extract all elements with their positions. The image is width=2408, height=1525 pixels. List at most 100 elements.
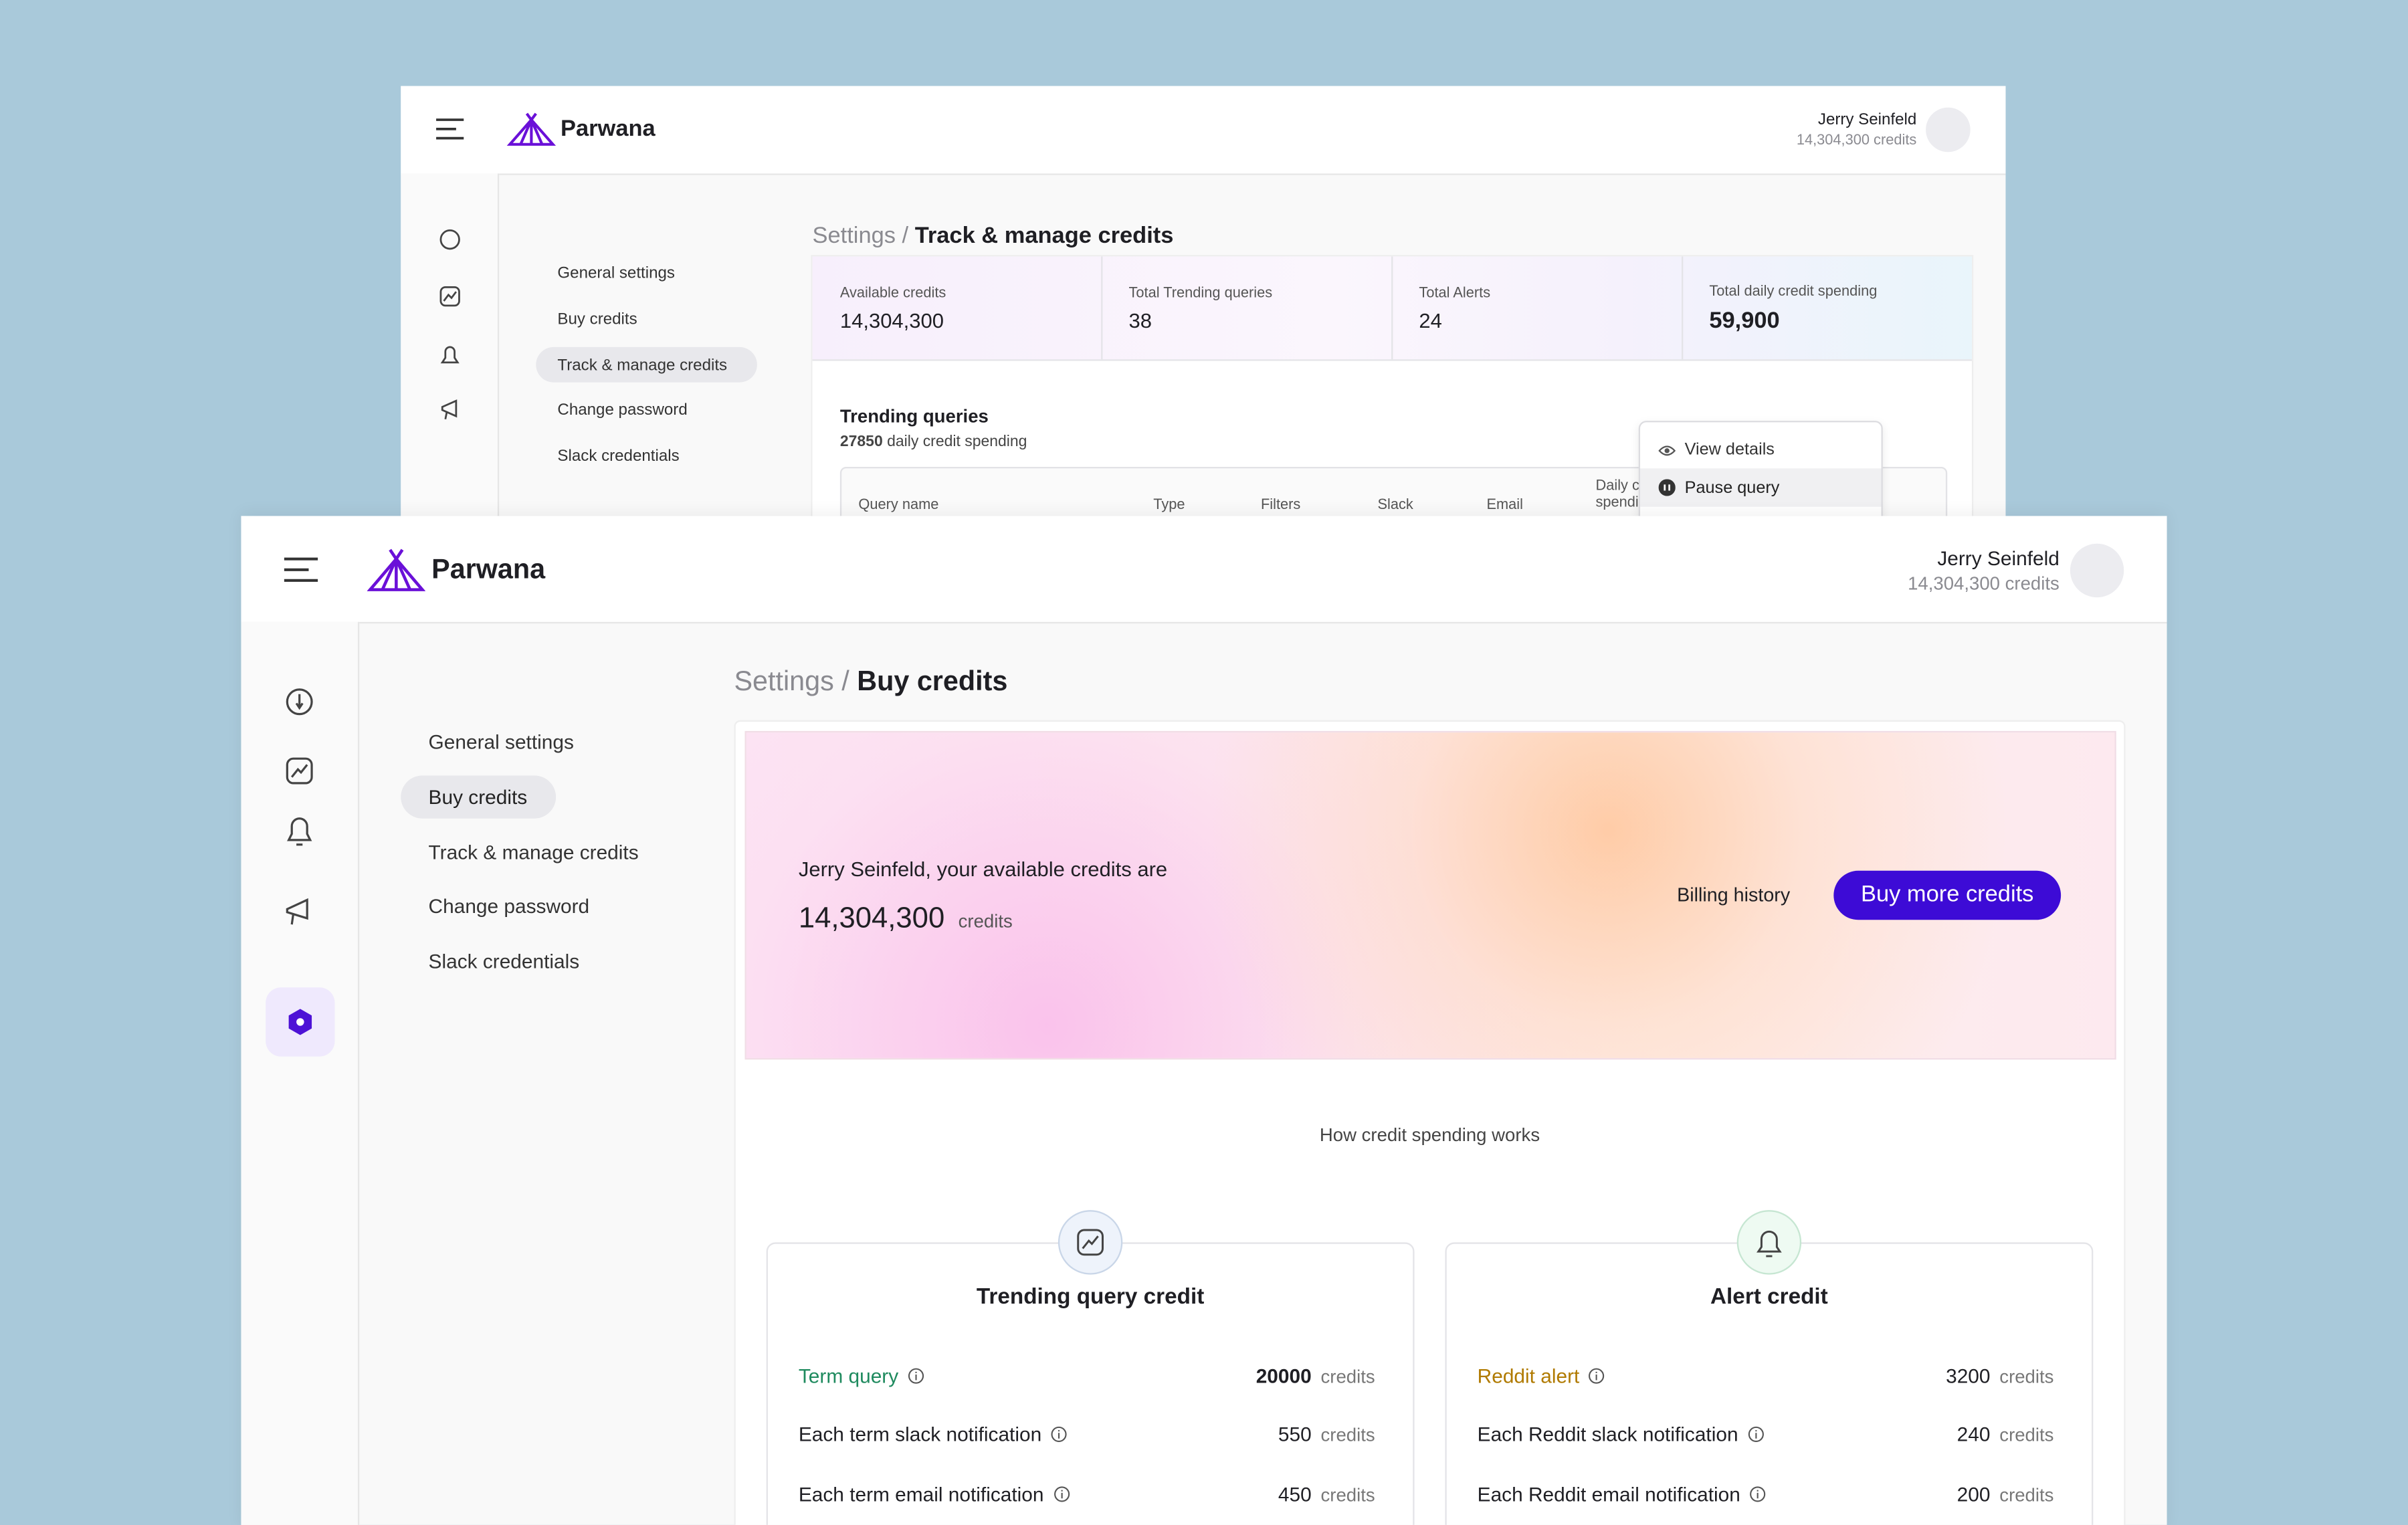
element: [443, 291, 457, 302]
element: Each Reddit slack notification 240 credits: [1478, 1423, 2061, 1445]
element: [506, 112, 557, 146]
menu-button[interactable]: [436, 118, 464, 140]
context-menu: View details Pause query: [1638, 421, 1883, 532]
row-value: 20000: [1256, 1364, 1312, 1388]
element: [1082, 1235, 1099, 1249]
row-unit: credits: [1999, 1423, 2054, 1445]
table-header: Slack: [1377, 496, 1413, 514]
element: [367, 548, 425, 591]
nav-item[interactable]: Change password: [428, 894, 590, 918]
row-label: Each term email notification: [798, 1482, 1044, 1506]
nav-item[interactable]: Track & manage credits: [428, 841, 639, 864]
element: Each term slack notification: [798, 1423, 1278, 1446]
element: [436, 118, 464, 140]
element: Each term email notification 450 credits: [799, 1483, 1382, 1506]
table-header: Email: [1486, 496, 1524, 514]
header: Parwana Jerry Seinfeld 14,304,300 credit…: [241, 516, 2167, 624]
element: [1664, 484, 1671, 491]
element: Each Reddit email notification: [1478, 1483, 1957, 1506]
stat-label: Total Alerts: [1419, 284, 1491, 302]
menu-button[interactable]: [284, 557, 318, 582]
hero-unit: credits: [958, 910, 1013, 932]
table-header: Filters: [1260, 496, 1301, 514]
table-header: Query name: [858, 496, 939, 514]
breadcrumb-parent: Settings /: [734, 666, 849, 697]
element: Term query: [799, 1364, 1256, 1387]
breadcrumb: Settings / Track & manage credits: [813, 223, 1174, 249]
element: [1054, 1486, 1070, 1502]
element: [1664, 448, 1670, 453]
section-title: Trending queries: [839, 405, 989, 427]
settings-button[interactable]: [266, 987, 335, 1057]
element: [1658, 479, 1676, 496]
element: [1391, 256, 1393, 360]
menu-item[interactable]: View details: [1684, 440, 1775, 460]
logo: [367, 548, 425, 591]
brand: Parwana: [431, 553, 546, 585]
nav-item[interactable]: Track & manage credits: [557, 356, 728, 375]
row-value: 200: [1956, 1482, 1991, 1506]
section-title: How credit spending works: [1319, 1124, 1540, 1146]
avatar[interactable]: [1926, 107, 1971, 152]
row-label: Term query: [798, 1364, 899, 1388]
element: [1748, 1426, 1764, 1442]
row-label: Each Reddit email notification: [1477, 1482, 1740, 1506]
nav-item[interactable]: General settings: [428, 730, 574, 754]
element: [440, 346, 460, 364]
element: Reddit alert 3200 credits: [1478, 1364, 2061, 1387]
buy-button[interactable]: Buy more credits: [1833, 870, 2062, 920]
nav-item[interactable]: Buy credits: [557, 310, 637, 329]
spending-label: daily credit spending: [887, 433, 1027, 451]
card-icon: [1058, 1210, 1123, 1275]
row-value: 450: [1278, 1482, 1312, 1506]
card-title: Trending query credit: [976, 1285, 1205, 1310]
content-card: Jerry Seinfeld, your available credits a…: [734, 720, 2126, 1525]
sidebar-icons[interactable]: [284, 686, 315, 932]
nav-item[interactable]: Change password: [557, 401, 688, 419]
icon: [1750, 1486, 1766, 1502]
row-value: 3200: [1946, 1364, 1991, 1388]
sidebar-icons[interactable]: [437, 229, 462, 459]
user-name: Jerry Seinfeld: [1817, 110, 1917, 129]
element: Each Reddit email notification 200 credits: [1478, 1483, 2061, 1506]
element: [1757, 1230, 1782, 1257]
breadcrumb-current: Buy credits: [857, 666, 1008, 697]
element: [1750, 1486, 1766, 1502]
menu-item[interactable]: Pause query: [1684, 479, 1780, 498]
nav-item[interactable]: General settings: [557, 264, 675, 283]
breadcrumb: Settings / Buy credits: [734, 666, 1007, 698]
section-subtitle: 27850 daily credit spending: [840, 434, 1027, 451]
row-label: Reddit alert: [1477, 1364, 1580, 1388]
hero: Jerry Seinfeld, your available credits a…: [744, 730, 2116, 1060]
icon: [1757, 1230, 1782, 1257]
billing-link[interactable]: Billing history: [1677, 884, 1791, 906]
nav-item[interactable]: Slack credentials: [428, 950, 580, 973]
nav-item[interactable]: Buy credits: [428, 785, 528, 809]
element: Each term email notification: [799, 1483, 1278, 1506]
back-window: Parwana Jerry Seinfeld 14,304,300 credit…: [401, 86, 2006, 532]
user-credits: 14,304,300 credits: [1908, 573, 2060, 595]
credit-card: Alert credit Reddit alert 3200 credits Eac…: [1445, 1242, 2094, 1525]
stat-value: 38: [1128, 309, 1152, 333]
front-window: Parwana Jerry Seinfeld 14,304,300 credit…: [241, 516, 2167, 1525]
card-title: Alert credit: [1710, 1285, 1828, 1310]
row-unit: credits: [1320, 1423, 1375, 1445]
icon: [1077, 1229, 1104, 1256]
logo: [506, 112, 557, 146]
row-unit: credits: [1320, 1483, 1375, 1506]
avatar[interactable]: [2070, 543, 2124, 598]
menu-highlight: [1640, 468, 1882, 507]
nav-item[interactable]: Slack credentials: [557, 447, 680, 466]
nav-active-bg: [401, 775, 557, 819]
stats-bar: Available credits 14,304,300 Total Trend…: [812, 256, 1972, 361]
element: [1589, 1368, 1605, 1384]
row-label: Each term slack notification: [798, 1423, 1042, 1446]
icon: [1748, 1426, 1764, 1442]
credit-card: Trending query credit Term query 20000 cre…: [766, 1242, 1415, 1525]
header: Parwana Jerry Seinfeld 14,304,300 credit…: [401, 86, 2006, 175]
breadcrumb-parent: Settings /: [812, 222, 909, 249]
element: [1682, 256, 1684, 360]
hero-greeting: Jerry Seinfeld, your available credits a…: [798, 857, 1168, 881]
hero-credits: 14,304,300: [798, 903, 945, 936]
